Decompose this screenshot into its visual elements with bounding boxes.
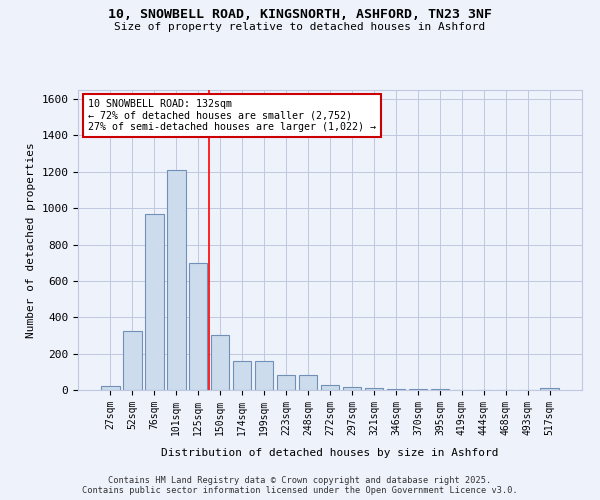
- Bar: [541, 388, 559, 390]
- Bar: [320, 386, 340, 390]
- Bar: [299, 376, 317, 390]
- Bar: [101, 386, 119, 390]
- Text: 10 SNOWBELL ROAD: 132sqm
← 72% of detached houses are smaller (2,752)
27% of sem: 10 SNOWBELL ROAD: 132sqm ← 72% of detach…: [88, 99, 376, 132]
- Bar: [167, 170, 185, 390]
- Text: Distribution of detached houses by size in Ashford: Distribution of detached houses by size …: [161, 448, 499, 458]
- Bar: [189, 262, 208, 390]
- Y-axis label: Number of detached properties: Number of detached properties: [26, 142, 36, 338]
- Bar: [255, 361, 274, 390]
- Text: Contains HM Land Registry data © Crown copyright and database right 2025.
Contai: Contains HM Land Registry data © Crown c…: [82, 476, 518, 495]
- Bar: [277, 376, 295, 390]
- Bar: [386, 388, 405, 390]
- Bar: [343, 388, 361, 390]
- Bar: [211, 334, 229, 390]
- Bar: [123, 331, 142, 390]
- Text: 10, SNOWBELL ROAD, KINGSNORTH, ASHFORD, TN23 3NF: 10, SNOWBELL ROAD, KINGSNORTH, ASHFORD, …: [108, 8, 492, 20]
- Bar: [233, 361, 251, 390]
- Bar: [145, 214, 164, 390]
- Bar: [365, 388, 383, 390]
- Text: Size of property relative to detached houses in Ashford: Size of property relative to detached ho…: [115, 22, 485, 32]
- Bar: [409, 389, 427, 390]
